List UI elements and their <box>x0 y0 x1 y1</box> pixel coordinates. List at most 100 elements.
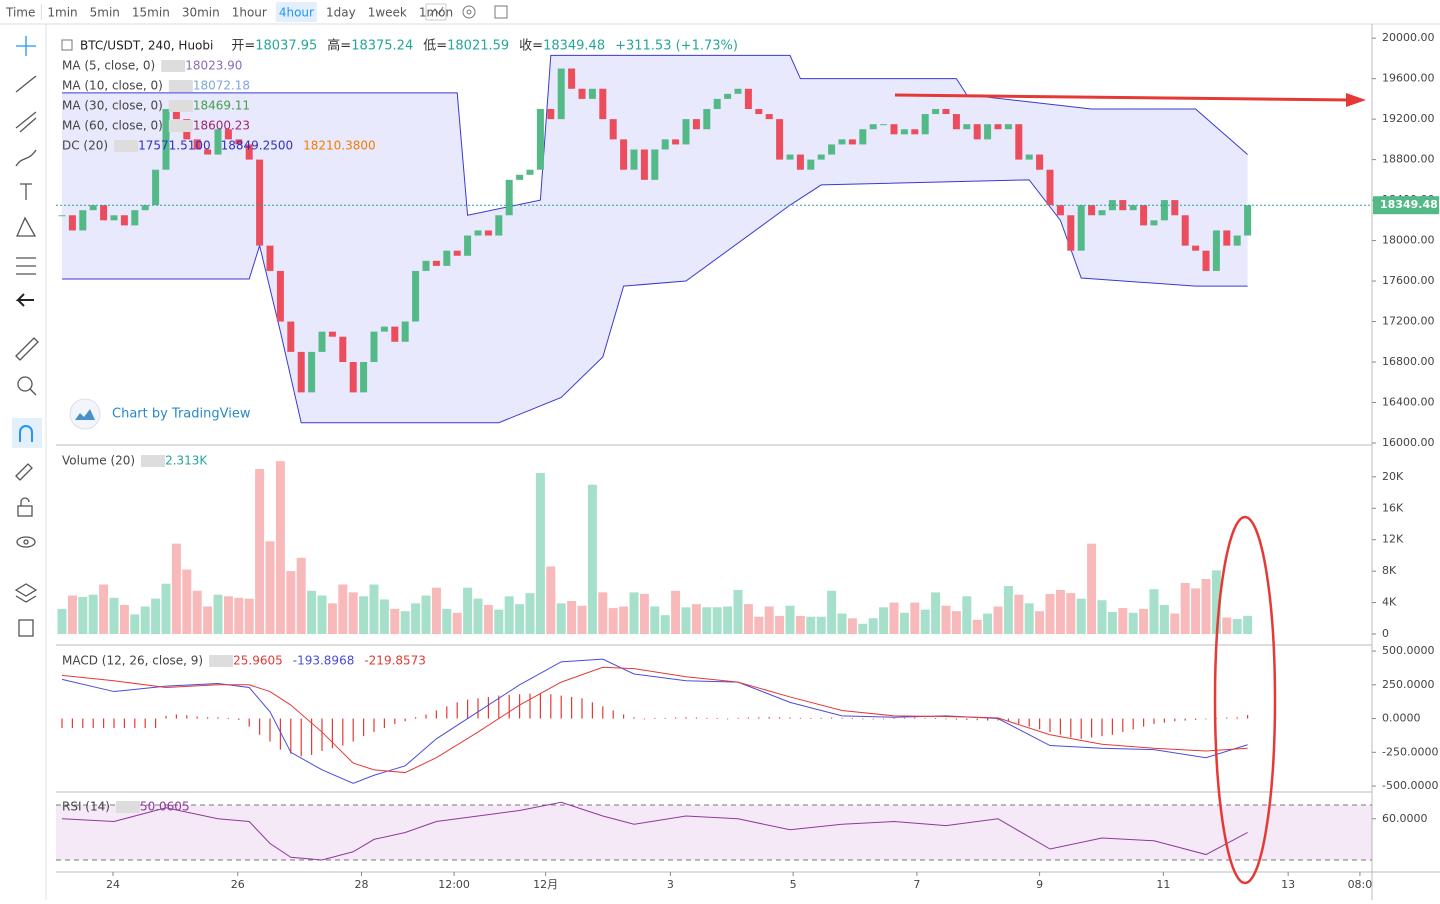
macd-hist <box>643 718 645 720</box>
candle <box>692 119 700 130</box>
candle <box>900 129 908 135</box>
volume-bar <box>171 543 181 634</box>
candle <box>360 362 368 393</box>
pane-title: RSI (14) <box>62 800 110 814</box>
volume-bar <box>899 612 909 634</box>
macd-hist <box>831 717 833 719</box>
candle <box>599 88 607 120</box>
macd-hist <box>779 717 781 719</box>
y-tick-label: 12K <box>1382 533 1404 546</box>
ohlc-value: 18021.59 <box>447 39 509 54</box>
macd-hist <box>747 717 749 719</box>
candle <box>266 245 274 271</box>
interval-button[interactable]: 1week <box>368 6 407 20</box>
change: +311.53 (+1.73%) <box>615 39 738 54</box>
interval-button[interactable]: 1day <box>326 6 356 20</box>
macd-hist <box>311 718 313 756</box>
pane-settings[interactable] <box>141 455 166 467</box>
volume-bar <box>1128 612 1138 634</box>
volume-bar <box>151 598 161 634</box>
interval-button[interactable]: 1min <box>47 6 77 20</box>
candle <box>1233 235 1241 246</box>
candle <box>963 124 971 130</box>
pane-value: -219.8573 <box>364 654 426 668</box>
macd-hist <box>893 718 895 719</box>
volume-bar <box>1003 586 1013 634</box>
macd-hist <box>290 718 292 754</box>
x-tick-label: 08:0 <box>1348 878 1373 891</box>
interval-button[interactable]: Time <box>5 6 35 20</box>
candle <box>100 205 108 221</box>
study-settings[interactable] <box>168 80 193 92</box>
volume-bar <box>671 590 681 634</box>
volume-bar <box>764 606 774 634</box>
volume-bar <box>1087 543 1097 634</box>
candle <box>79 210 87 231</box>
candle <box>536 109 544 170</box>
interval-button[interactable]: 1mon <box>419 6 453 20</box>
volume-bar <box>265 541 275 634</box>
interval-button[interactable]: 1hour <box>232 6 267 20</box>
candle <box>557 68 565 120</box>
candle <box>152 169 160 206</box>
study-settings[interactable] <box>168 120 193 132</box>
pane-settings[interactable] <box>209 655 234 667</box>
volume-bar <box>1211 570 1221 634</box>
volume-bar <box>99 584 109 634</box>
macd-hist <box>82 718 84 729</box>
legend-text: BTC/USDT, 240, Huobi <box>80 39 213 53</box>
macd-hist <box>872 718 874 720</box>
interval-button[interactable]: 5min <box>90 6 120 20</box>
volume-bar <box>1045 593 1055 634</box>
volume-bar <box>868 618 878 634</box>
volume-bar <box>255 469 265 634</box>
pane-settings[interactable] <box>115 801 140 813</box>
macd-hist <box>300 718 302 757</box>
pane-title: MACD (12, 26, close, 9) <box>62 654 203 668</box>
macd-hist <box>155 718 157 729</box>
macd-hist <box>675 717 677 719</box>
macd-hist <box>217 717 219 719</box>
x-tick-label: 13 <box>1281 878 1295 891</box>
macd-hist <box>1122 718 1124 733</box>
macd-hist <box>186 715 188 719</box>
macd-hist <box>768 716 770 719</box>
legend-toggle[interactable] <box>61 39 73 51</box>
study-settings[interactable] <box>161 60 186 72</box>
branding[interactable]: Chart by TradingView <box>69 398 251 430</box>
candle <box>432 260 440 266</box>
volume-bar <box>795 615 805 634</box>
interval-button[interactable]: 15min <box>132 6 170 20</box>
candle <box>297 351 305 393</box>
macd-hist <box>550 694 552 719</box>
macd-hist <box>1226 717 1228 719</box>
macd-hist <box>1070 718 1072 738</box>
candle <box>1077 205 1085 251</box>
volume-bar <box>286 571 296 634</box>
macd-hist <box>1007 718 1009 722</box>
candle <box>765 114 773 120</box>
study-settings[interactable] <box>168 100 193 112</box>
x-tick-label: 7 <box>913 878 920 891</box>
toolbar-icons[interactable] <box>425 3 508 21</box>
volume-bar <box>1139 608 1149 634</box>
candle <box>204 149 212 155</box>
volume-bar <box>431 587 441 634</box>
volume-bar <box>67 595 77 634</box>
macd-hist <box>1111 718 1113 735</box>
macd-hist <box>425 714 427 719</box>
interval-button[interactable]: 30min <box>182 6 220 20</box>
volume-bar <box>140 606 150 634</box>
candle <box>547 109 555 120</box>
legend-text: DC (20) <box>62 139 108 153</box>
candle <box>578 88 586 99</box>
pane-title: Volume (20) <box>62 454 135 468</box>
study-value: 18849.2500 <box>221 139 294 153</box>
left-tools[interactable] <box>12 36 42 637</box>
candle <box>516 174 524 180</box>
interval-button[interactable]: 4hour <box>279 6 314 20</box>
y-tick-label: -500.0000 <box>1382 779 1438 792</box>
macd-hist <box>623 714 625 719</box>
study-settings[interactable] <box>114 140 139 152</box>
legend-text: MA (10, close, 0) <box>62 79 163 93</box>
